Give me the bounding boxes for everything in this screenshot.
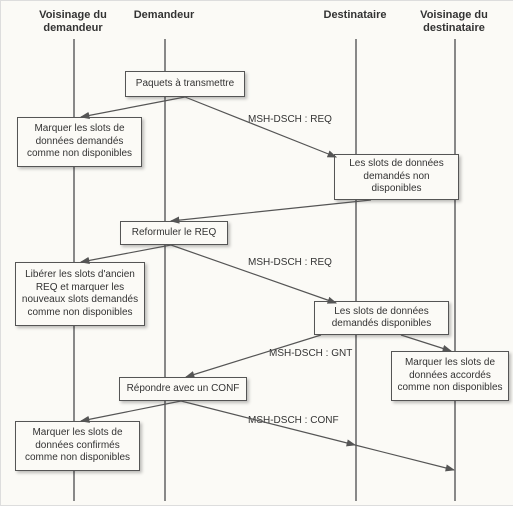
node-slots-req-unavail: Les slots de données demandés non dispon… (334, 154, 459, 200)
lane-label-vdest: Voisinage dudestinataire (404, 9, 504, 35)
node-respond-conf: Répondre avec un CONF (119, 377, 247, 401)
lane-label-vdem: Voisinage dudemandeur (23, 9, 123, 35)
node-mark-granted-unavail: Marquer les slots de données accordés co… (391, 351, 509, 401)
lifeline-dem (164, 39, 166, 501)
lane-label-dest: Destinataire (305, 9, 405, 22)
lane-label-dem: Demandeur (114, 9, 214, 22)
msg-req-1: MSH-DSCH : REQ (248, 114, 332, 125)
msg-gnt: MSH-DSCH : GNT (269, 348, 352, 359)
msg-conf: MSH-DSCH : CONF (248, 415, 339, 426)
node-reformulate-req: Reformuler le REQ (120, 221, 228, 245)
node-mark-req-unavail-1: Marquer les slots de données demandés co… (17, 117, 142, 167)
node-free-old-req: Libérer les slots d'ancien REQ et marque… (15, 262, 145, 326)
sequence-diagram: Voisinage dudemandeur Demandeur Destinat… (0, 0, 513, 506)
msg-req-2: MSH-DSCH : REQ (248, 257, 332, 268)
node-slots-req-avail: Les slots de données demandés disponible… (314, 301, 449, 335)
lifeline-vdest (454, 39, 456, 501)
node-packets: Paquets à transmettre (125, 71, 245, 97)
node-mark-conf-unavail: Marquer les slots de données confirmés c… (15, 421, 140, 471)
lifeline-dest (355, 39, 357, 501)
